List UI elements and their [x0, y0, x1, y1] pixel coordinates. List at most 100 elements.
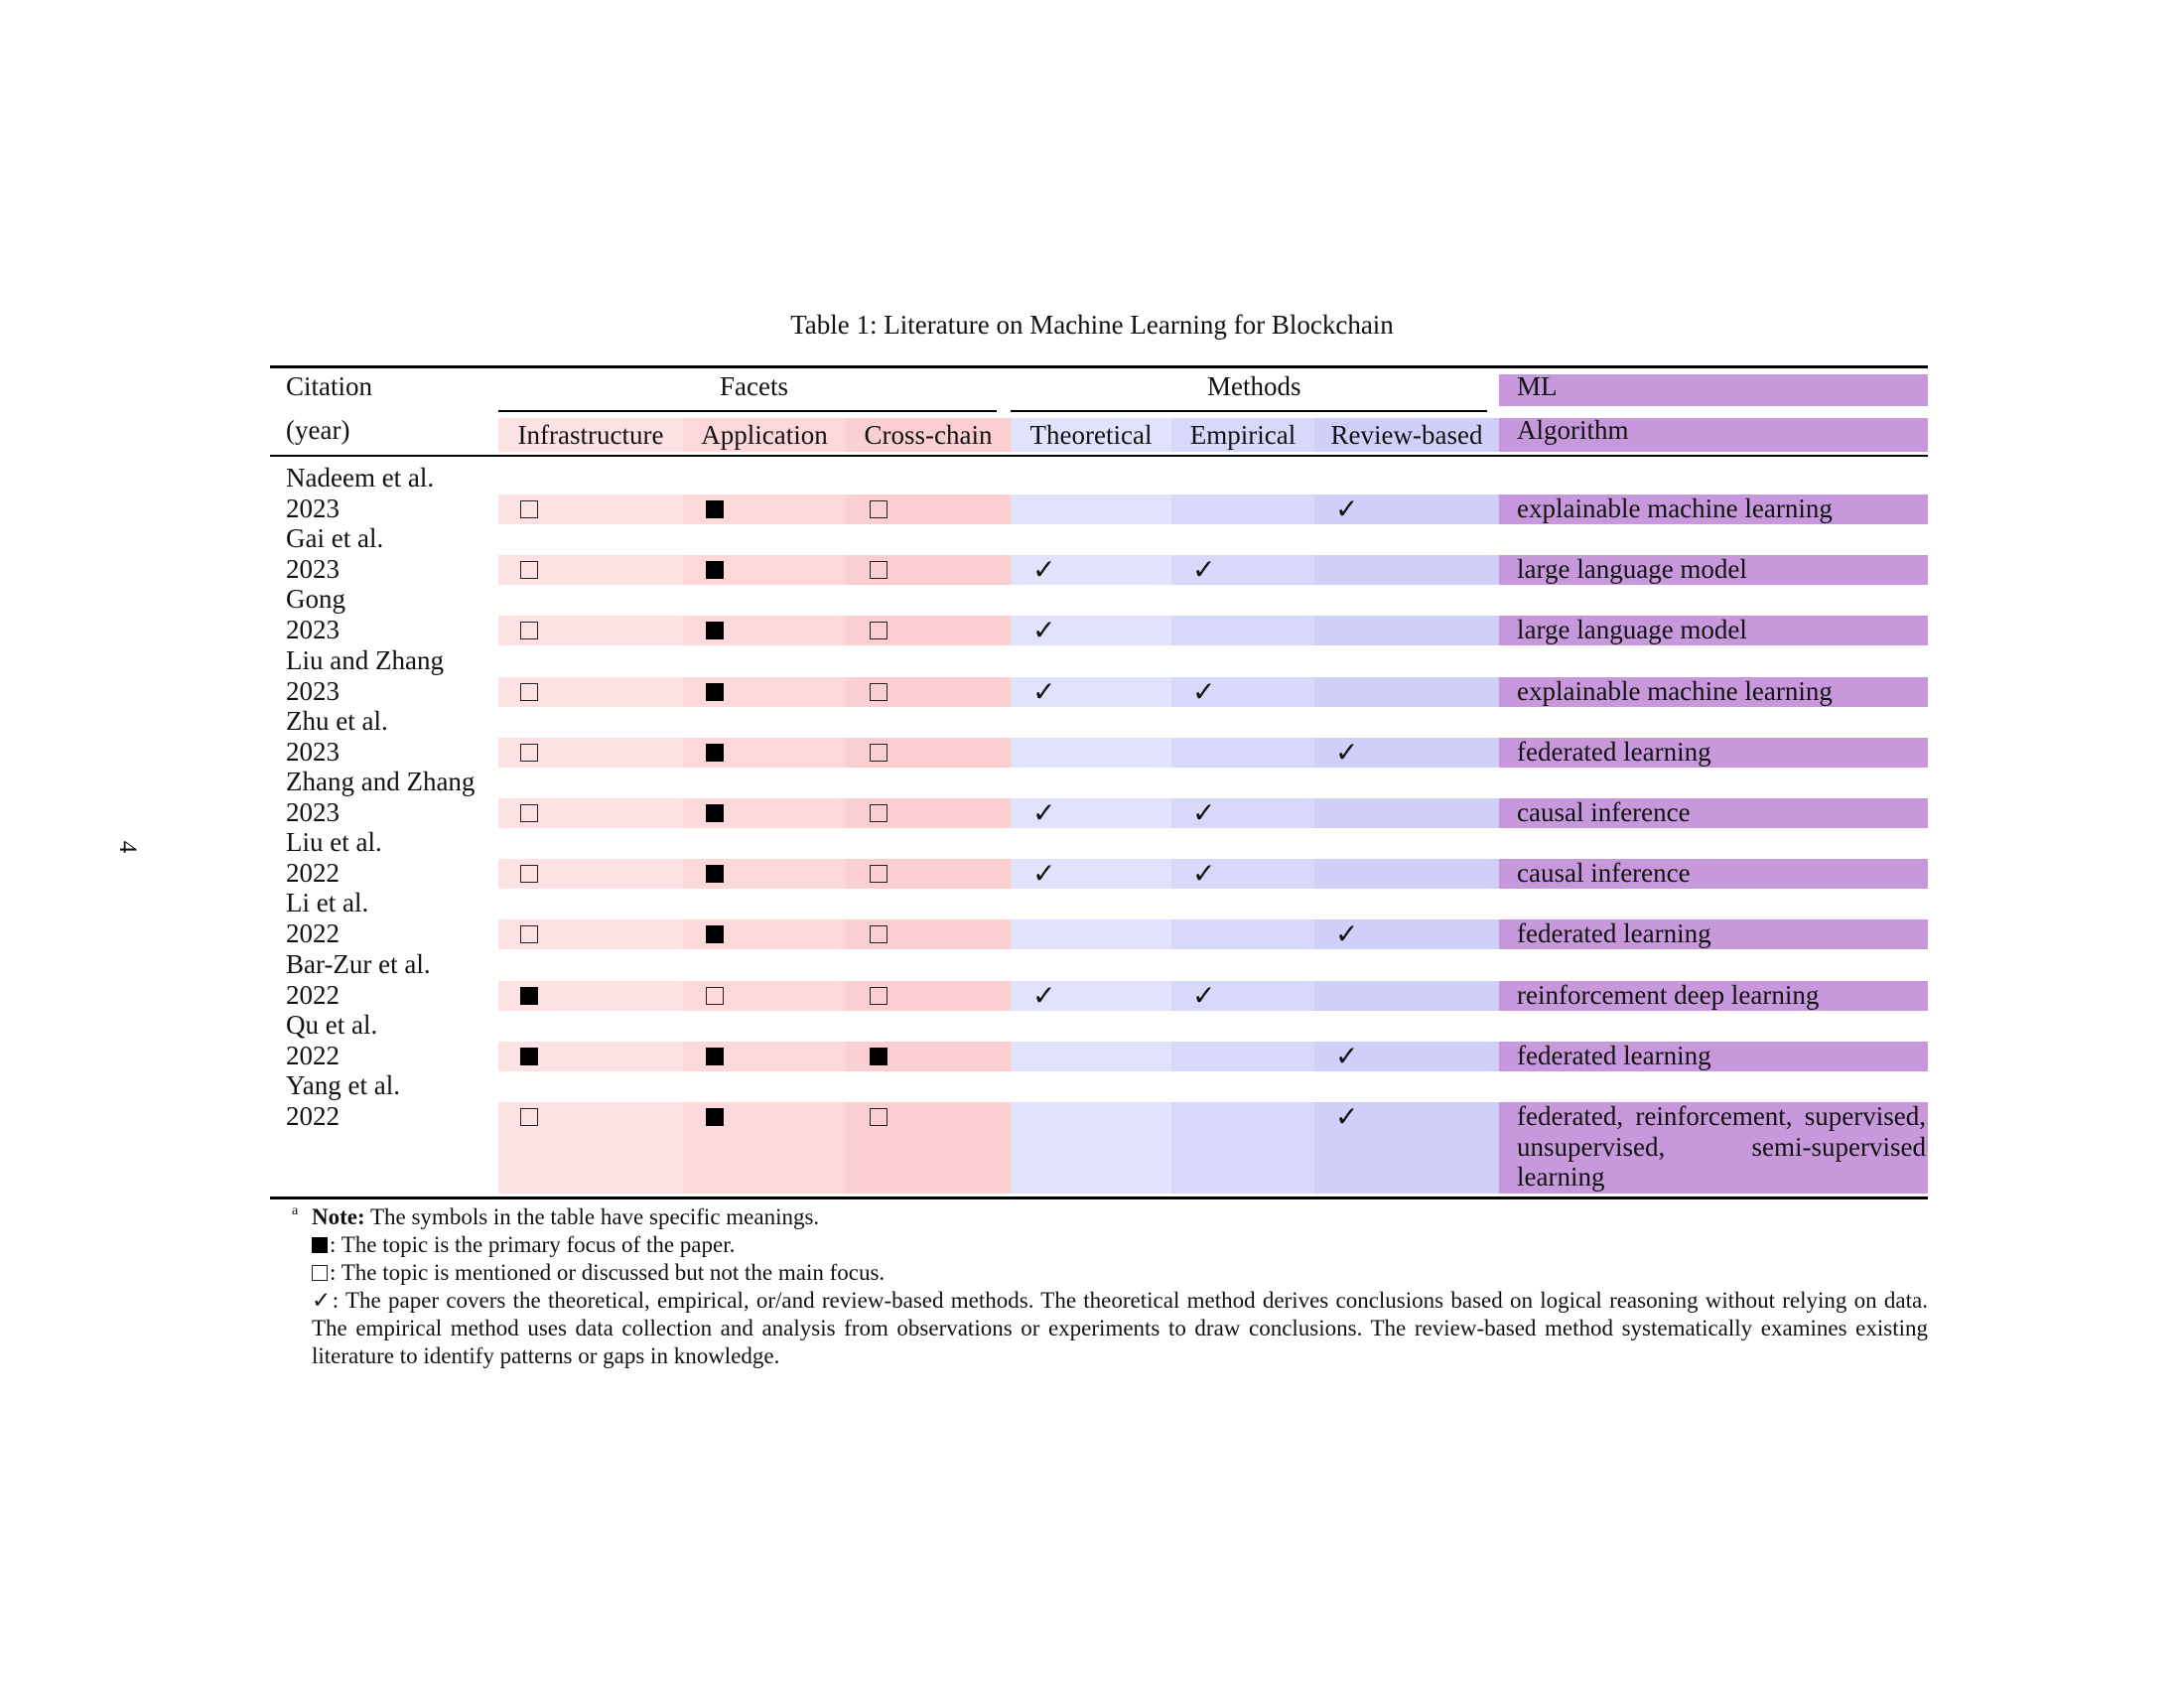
theoretical-cell-band — [1011, 1102, 1171, 1194]
filled-square-icon — [706, 865, 724, 884]
empty-square-icon — [520, 682, 538, 701]
facets-rule — [498, 410, 997, 412]
cross-chain-cell-band — [846, 980, 1011, 1011]
review-based-cell-band — [1314, 494, 1499, 524]
empty-square-icon — [520, 865, 538, 884]
infrastructure-cell-band — [498, 494, 683, 524]
header-ml: ML — [1517, 371, 1558, 401]
ml-header-band-bottom — [1499, 418, 1928, 452]
note-intro-text: The symbols in the table have specific m… — [364, 1204, 820, 1229]
filled-square-icon — [706, 743, 724, 762]
empty-square-icon — [520, 804, 538, 822]
header-theoretical: Theoretical — [1011, 418, 1171, 452]
ml-cell-band — [1499, 676, 1928, 707]
theoretical-cell-band — [1011, 494, 1171, 524]
filled-square-icon — [706, 804, 724, 822]
checkmark-icon: ✓ — [1032, 614, 1056, 647]
note-line-check: ✓: The paper covers the theoretical, emp… — [312, 1287, 1928, 1370]
ml-cell-band — [1499, 1041, 1928, 1071]
empty-square-icon — [870, 500, 887, 518]
empty-square-icon — [520, 1108, 538, 1126]
algorithm-text: federated learning — [1517, 1040, 1711, 1070]
ml-cell-band — [1499, 616, 1928, 646]
algorithm-text: federated learning — [1517, 736, 1711, 767]
ml-header-band-top — [1499, 374, 1928, 406]
review-based-cell-band — [1314, 798, 1499, 828]
empirical-cell-band — [1171, 798, 1314, 828]
theoretical-cell-band — [1011, 919, 1171, 950]
empty-square-icon — [870, 865, 887, 884]
checkmark-icon: ✓ — [1335, 1100, 1359, 1133]
review-based-cell-band — [1314, 1041, 1499, 1071]
header-empirical: Empirical — [1171, 418, 1314, 452]
theoretical-cell-band — [1011, 737, 1171, 768]
checkmark-icon: ✓ — [1192, 674, 1216, 708]
empirical-cell-band — [1171, 616, 1314, 646]
cross-chain-cell-band — [846, 919, 1011, 950]
checkmark-icon: ✓ — [1032, 553, 1056, 587]
filled-square-icon — [706, 622, 724, 640]
citation-year: 2023 — [286, 675, 340, 706]
header-infrastructure: Infrastructure — [498, 418, 683, 452]
checkmark-icon: ✓ — [1032, 857, 1056, 891]
infrastructure-cell-band — [498, 798, 683, 828]
algorithm-text: federated learning — [1517, 918, 1711, 949]
empty-square-icon — [706, 986, 724, 1005]
citation-year: 2022 — [286, 1101, 340, 1131]
empty-square-icon — [870, 925, 887, 944]
review-based-cell-band — [1314, 859, 1499, 890]
ml-cell-band — [1499, 798, 1928, 828]
ml-cell-band — [1499, 737, 1928, 768]
checkmark-icon: ✓ — [1335, 492, 1359, 525]
checkmark-icon: ✓ — [1032, 978, 1056, 1012]
citation-name: Gai et al. — [286, 523, 384, 554]
algorithm-text: large language model — [1517, 615, 1747, 645]
empirical-cell-band — [1171, 494, 1314, 524]
cross-chain-cell-band — [846, 1102, 1011, 1194]
citation-year: 2022 — [286, 858, 340, 889]
empty-square-icon — [520, 743, 538, 762]
empty-square-icon — [520, 622, 538, 640]
empirical-cell-band — [1171, 555, 1314, 586]
empirical-cell-band — [1171, 737, 1314, 768]
cross-chain-cell-band — [846, 798, 1011, 828]
cross-chain-cell-band — [846, 737, 1011, 768]
theoretical-cell-band — [1011, 1041, 1171, 1071]
note-check-text: : The paper covers the theoretical, empi… — [312, 1288, 1928, 1368]
theoretical-cell-band — [1011, 859, 1171, 890]
filled-square-icon — [870, 1047, 887, 1065]
theoretical-cell-band — [1011, 798, 1171, 828]
empty-square-icon — [870, 986, 887, 1005]
citation-year: 2022 — [286, 979, 340, 1010]
algorithm-text: explainable machine learning — [1517, 493, 1833, 523]
empirical-cell-band — [1171, 980, 1314, 1011]
citation-year: 2022 — [286, 918, 340, 949]
checkmark-icon: ✓ — [1335, 735, 1359, 769]
citation-year: 2023 — [286, 797, 340, 827]
filled-square-icon — [312, 1237, 328, 1253]
empty-square-icon — [870, 561, 887, 580]
note-marker: a — [292, 1203, 299, 1218]
infrastructure-cell-band — [498, 1102, 683, 1194]
infrastructure-cell-band — [498, 919, 683, 950]
top-rule — [270, 365, 1928, 368]
header-review-based: Review-based — [1314, 418, 1499, 452]
cross-chain-cell-band — [846, 676, 1011, 707]
note-line-primary: : The topic is the primary focus of the … — [312, 1231, 1928, 1259]
cross-chain-cell-band — [846, 555, 1011, 586]
theoretical-cell-band — [1011, 555, 1171, 586]
citation-name: Zhang and Zhang — [286, 767, 476, 796]
citation-year: 2023 — [286, 615, 340, 645]
infrastructure-cell-band — [498, 859, 683, 890]
note-label: Note: — [312, 1204, 365, 1229]
bottom-rule — [270, 1196, 1928, 1199]
checkmark-icon: ✓ — [1192, 796, 1216, 829]
ml-cell-band — [1499, 980, 1928, 1011]
citation-year: 2023 — [286, 554, 340, 585]
empirical-cell-band — [1171, 859, 1314, 890]
citation-name: Nadeem et al. — [286, 463, 435, 492]
review-based-cell-band — [1314, 1102, 1499, 1194]
filled-square-icon — [706, 1047, 724, 1065]
theoretical-cell-band — [1011, 676, 1171, 707]
infrastructure-cell-band — [498, 555, 683, 586]
